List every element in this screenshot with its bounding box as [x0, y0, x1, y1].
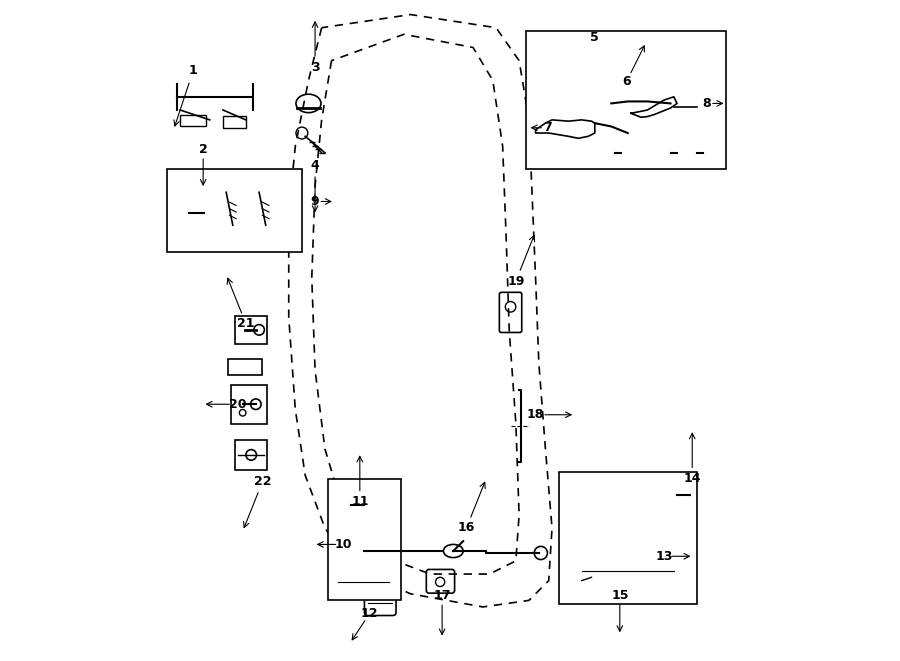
Text: 10: 10 [335, 538, 352, 551]
Circle shape [505, 301, 516, 312]
Circle shape [250, 399, 261, 409]
Ellipse shape [188, 197, 205, 220]
Circle shape [358, 545, 371, 558]
Text: 16: 16 [458, 522, 475, 535]
Bar [666, 146, 681, 159]
FancyBboxPatch shape [559, 472, 697, 603]
Text: 22: 22 [254, 475, 271, 488]
Ellipse shape [296, 127, 308, 139]
Text: 19: 19 [507, 274, 525, 288]
FancyBboxPatch shape [364, 590, 396, 615]
FancyBboxPatch shape [231, 385, 267, 424]
FancyBboxPatch shape [167, 169, 302, 252]
Text: 4: 4 [310, 159, 320, 173]
Text: 13: 13 [655, 550, 672, 563]
Bar [692, 146, 708, 159]
Circle shape [348, 564, 368, 584]
Circle shape [254, 325, 265, 335]
Text: 12: 12 [361, 607, 378, 620]
Text: 15: 15 [611, 589, 628, 602]
Text: 14: 14 [683, 472, 701, 485]
FancyBboxPatch shape [332, 529, 397, 596]
Text: 3: 3 [310, 61, 320, 74]
Ellipse shape [296, 95, 321, 112]
Bar [351, 496, 364, 516]
Text: 6: 6 [622, 75, 631, 88]
Ellipse shape [256, 187, 268, 195]
Ellipse shape [444, 545, 464, 558]
Bar [180, 114, 206, 126]
Text: 5: 5 [590, 31, 599, 44]
Text: 21: 21 [238, 317, 255, 330]
FancyBboxPatch shape [500, 292, 522, 332]
FancyBboxPatch shape [526, 31, 726, 169]
Circle shape [565, 58, 579, 71]
FancyBboxPatch shape [566, 483, 683, 600]
Ellipse shape [223, 187, 236, 195]
Circle shape [601, 539, 626, 563]
Text: 8: 8 [702, 97, 711, 110]
FancyBboxPatch shape [328, 479, 400, 600]
Circle shape [239, 409, 246, 416]
Bar [610, 146, 626, 159]
Text: 20: 20 [230, 398, 247, 410]
Circle shape [606, 56, 616, 66]
Text: 18: 18 [526, 408, 544, 421]
Text: 17: 17 [434, 588, 451, 602]
FancyBboxPatch shape [229, 360, 263, 375]
Circle shape [590, 528, 636, 574]
Circle shape [373, 555, 389, 570]
Bar [677, 486, 690, 503]
FancyBboxPatch shape [427, 569, 454, 593]
Circle shape [591, 60, 599, 68]
Circle shape [246, 449, 256, 460]
FancyBboxPatch shape [235, 316, 267, 344]
Bar [223, 116, 246, 128]
Text: 11: 11 [351, 495, 369, 508]
FancyBboxPatch shape [235, 440, 267, 470]
Circle shape [535, 547, 547, 560]
Text: 1: 1 [189, 64, 198, 77]
Text: 9: 9 [310, 195, 320, 208]
Text: 2: 2 [199, 143, 208, 156]
Circle shape [436, 577, 445, 586]
Text: 7: 7 [543, 121, 552, 134]
